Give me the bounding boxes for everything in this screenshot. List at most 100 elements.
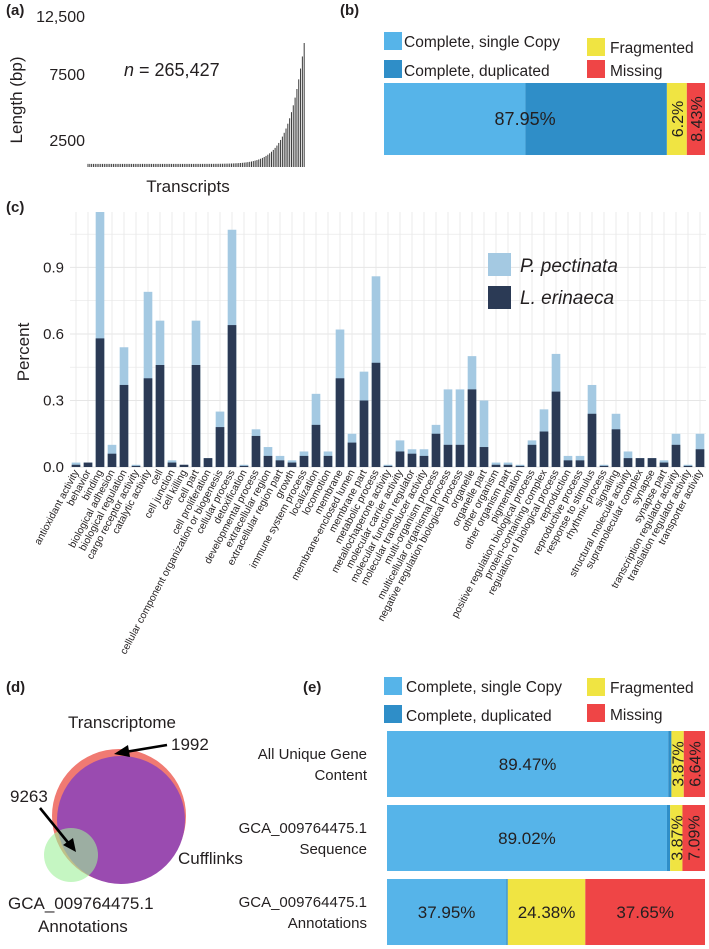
panel-a: (a) 12,500 7500 2500 Length (bp) n = 265…	[6, 2, 305, 196]
legend-label-p-pectinata: P. pectinata	[520, 256, 618, 277]
bar-l-erinaeca	[491, 464, 501, 467]
bar-l-erinaeca	[263, 455, 273, 467]
panel-c: (c) 0.0 0.3 0.6 0.9 Percent antioxidant act…	[6, 199, 706, 656]
bar-l-erinaeca	[599, 465, 609, 467]
bar-l-erinaeca	[323, 455, 333, 467]
legend-label-missing: Missing	[610, 707, 663, 724]
bar-segment-fragmented	[670, 805, 683, 871]
busco-row: 89.47% 3.87% 6.64% All Unique Gene Content	[258, 731, 705, 797]
bar-l-erinaeca	[215, 427, 225, 467]
row-label: GCA_009764475.1	[239, 820, 367, 837]
bar-segment-duplicated	[525, 83, 667, 155]
bar-l-erinaeca	[239, 465, 249, 467]
venn-arrow-9263	[38, 807, 72, 846]
bar-p-pectinata	[443, 389, 453, 467]
bar-l-erinaeca	[251, 435, 261, 467]
busco-row: 89.02% 3.87% 7.09% GCA_009764475.1 Sequence	[239, 805, 705, 871]
legend-label-duplicated: Complete, duplicated	[406, 708, 552, 725]
panel-c-bars	[71, 212, 705, 467]
panel-c-ylabel: Percent	[14, 322, 33, 381]
panel-c-yticks: 0.0 0.3 0.6 0.9	[43, 259, 64, 476]
legend-swatch-single	[384, 32, 402, 50]
segment-label-single: 89.47%	[499, 755, 557, 774]
panel-a-ylabel: Length (bp)	[7, 57, 26, 144]
venn-label-gca-line2: Annotations	[38, 917, 128, 936]
panel-a-xlabel: Transcripts	[146, 177, 229, 196]
row-label: All Unique Gene	[258, 746, 367, 763]
bar-l-erinaeca	[647, 458, 657, 467]
legend-swatch-fragmented	[587, 678, 605, 696]
panel-b-legend: Complete, single Copy Complete, duplicat…	[384, 32, 694, 80]
bar-segment-single	[387, 805, 667, 871]
bar-segment-duplicated	[506, 879, 508, 945]
segment-label-missing: 37.65%	[616, 903, 674, 922]
venn-label-transcriptome: Transcriptome	[68, 713, 176, 732]
bar-l-erinaeca	[467, 389, 477, 467]
legend-swatch-p-pectinata	[488, 253, 511, 276]
panel-a-n-value: = 265,427	[134, 60, 220, 80]
bar-l-erinaeca	[443, 444, 453, 467]
panel-e-label: (e)	[303, 679, 321, 696]
bar-l-erinaeca	[143, 378, 153, 467]
ytick-label: 0.0	[43, 459, 64, 476]
panel-a-label: (a)	[6, 2, 24, 19]
panel-d-label: (d)	[6, 679, 25, 696]
bar-l-erinaeca	[395, 451, 405, 467]
bar-l-erinaeca	[347, 442, 357, 467]
panel-a-bars	[87, 43, 305, 167]
bar-segment-single	[384, 83, 526, 155]
segment-label-fragmented: 6.2%	[670, 101, 687, 137]
bar-segment-fragmented	[671, 731, 684, 797]
venn-circle-gca	[44, 828, 98, 882]
segment-label-fragmented: 24.38%	[518, 903, 576, 922]
panel-a-n-annotation: n = 265,427	[124, 60, 220, 80]
venn-label-gca: GCA_009764475.1	[8, 894, 154, 913]
bar-l-erinaeca	[419, 455, 429, 467]
legend-swatch-single	[384, 677, 402, 695]
bar-l-erinaeca	[479, 447, 489, 467]
bar-l-erinaeca	[107, 453, 117, 467]
bar-l-erinaeca	[407, 453, 417, 467]
bar-l-erinaeca	[623, 458, 633, 467]
venn-arrowhead-1992	[114, 745, 130, 757]
bar-l-erinaeca	[359, 400, 369, 467]
venn-arrowhead-9263	[63, 838, 76, 852]
venn-label-cufflinks: Cufflinks	[178, 849, 243, 868]
row-label-line2: Annotations	[288, 915, 367, 932]
venn-count-gca-overlap: 9263	[10, 787, 48, 806]
panel-b: (b) Complete, single Copy Complete, dupl…	[340, 2, 706, 155]
legend-label-fragmented: Fragmented	[610, 40, 694, 57]
segment-label-single: 37.95%	[418, 903, 476, 922]
ytick-label: 7500	[49, 67, 85, 84]
panel-c-label: (c)	[6, 199, 24, 216]
bar-l-erinaeca	[95, 338, 105, 467]
segment-label-fragmented: 3.87%	[669, 815, 686, 860]
bar-l-erinaeca	[275, 460, 285, 467]
bar-l-erinaeca	[311, 424, 321, 467]
bar-l-erinaeca	[575, 460, 585, 467]
legend-swatch-duplicated	[384, 705, 402, 723]
bar-center-label: 87.95%	[495, 109, 556, 129]
bar-p-pectinata	[479, 400, 489, 467]
bar-segment-missing	[683, 731, 705, 797]
bar-p-pectinata	[455, 389, 465, 467]
row-label-line2: Sequence	[299, 841, 367, 858]
legend-swatch-missing	[587, 704, 605, 722]
bar-l-erinaeca	[551, 391, 561, 467]
panel-b-label: (b)	[340, 2, 359, 19]
bar-l-erinaeca	[119, 384, 129, 467]
panel-c-xlabels: antioxidant activitybehaviorbindingbiolo…	[33, 467, 706, 656]
ytick-label: 2500	[49, 133, 85, 150]
legend-swatch-fragmented	[587, 38, 605, 56]
bar-segment-fragmented	[666, 83, 687, 155]
ytick-label: 12,500	[36, 9, 85, 26]
bar-l-erinaeca	[563, 460, 573, 467]
bar-l-erinaeca	[191, 365, 201, 467]
ytick-label: 0.9	[43, 259, 64, 276]
bar-l-erinaeca	[611, 429, 621, 467]
bar-l-erinaeca	[179, 464, 189, 467]
legend-label-single: Complete, single Copy	[404, 34, 560, 51]
bar-segment-missing	[686, 83, 705, 155]
bar-segment-duplicated	[666, 805, 671, 871]
